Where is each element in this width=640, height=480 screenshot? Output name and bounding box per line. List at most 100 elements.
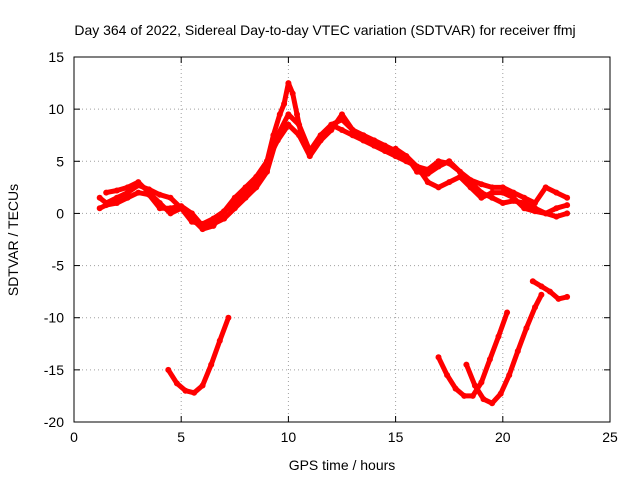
- data-point: [506, 372, 513, 379]
- data-point: [471, 382, 478, 389]
- data-point: [167, 194, 174, 201]
- data-point: [221, 208, 228, 215]
- data-point: [285, 121, 292, 128]
- data-point: [274, 137, 281, 144]
- data-point: [156, 191, 163, 198]
- data-point: [461, 392, 468, 399]
- y-tick-label: 0: [56, 205, 64, 221]
- data-point: [178, 205, 185, 212]
- chart-title: Day 364 of 2022, Sidereal Day-to-day VTE…: [74, 22, 575, 38]
- data-point: [165, 366, 172, 373]
- data-point: [173, 380, 180, 387]
- data-point: [532, 304, 538, 311]
- data-point: [489, 194, 496, 201]
- x-tick-label: 10: [281, 429, 297, 445]
- data-point: [231, 205, 238, 212]
- data-point: [510, 189, 517, 196]
- data-point: [538, 291, 545, 298]
- y-tick-label: -10: [44, 310, 64, 326]
- data-point: [452, 385, 459, 392]
- data-point: [146, 189, 152, 196]
- data-point: [499, 189, 506, 196]
- data-point: [296, 132, 303, 139]
- data-point: [285, 80, 292, 87]
- data-point: [435, 163, 442, 170]
- data-point: [504, 309, 511, 316]
- data-point: [210, 222, 217, 229]
- data-point: [486, 356, 493, 363]
- data-point: [480, 396, 487, 403]
- data-point: [456, 168, 463, 175]
- data-point: [339, 127, 345, 133]
- data-point: [253, 173, 260, 180]
- data-point: [499, 200, 506, 206]
- data-point: [294, 111, 300, 118]
- x-tick-label: 20: [495, 429, 511, 445]
- data-point: [444, 372, 451, 379]
- data-point: [538, 283, 545, 290]
- data-point: [371, 142, 378, 149]
- data-point: [435, 184, 442, 191]
- data-point: [499, 184, 506, 191]
- data-point: [281, 100, 288, 107]
- data-point: [124, 194, 131, 201]
- data-point: [317, 137, 324, 144]
- data-point: [424, 179, 431, 186]
- data-point: [435, 354, 442, 361]
- data-point: [135, 189, 142, 196]
- data-point: [478, 181, 485, 188]
- data-point: [264, 168, 270, 175]
- data-point: [381, 147, 388, 154]
- y-tick-label: -20: [44, 414, 64, 430]
- data-point: [542, 210, 549, 217]
- y-tick-label: 15: [48, 49, 64, 65]
- data-point: [564, 210, 571, 217]
- data-point: [495, 333, 502, 340]
- data-point: [414, 168, 420, 175]
- data-point: [392, 153, 399, 160]
- data-point: [514, 348, 521, 355]
- data-point: [360, 137, 367, 144]
- data-point: [124, 184, 131, 191]
- data-point: [497, 390, 504, 397]
- data-point: [371, 137, 378, 144]
- data-point: [381, 142, 388, 149]
- data-point: [135, 179, 142, 186]
- data-point: [564, 293, 571, 300]
- data-point: [467, 177, 474, 184]
- ticks: [73, 56, 611, 423]
- data-point: [242, 194, 249, 201]
- data-point: [478, 379, 485, 386]
- data-point: [253, 184, 260, 191]
- data-point: [188, 215, 195, 222]
- y-tick-label: -15: [44, 362, 64, 378]
- series-layer: [96, 80, 571, 407]
- data-point: [113, 200, 120, 206]
- data-point: [231, 194, 238, 201]
- tick-labels: 0 5 10 15 20 25 -20 -15 -10 -5 0 5 10 15: [44, 49, 618, 445]
- data-point: [489, 400, 496, 407]
- data-point: [489, 189, 496, 196]
- data-point: [523, 325, 530, 332]
- data-point: [167, 210, 174, 217]
- data-point: [328, 121, 335, 128]
- data-point: [564, 194, 571, 201]
- data-point: [489, 184, 496, 191]
- data-point: [521, 205, 528, 212]
- series-main-track-a: [97, 80, 570, 227]
- data-point: [553, 189, 560, 196]
- series-segment-low-right-b: [463, 292, 544, 406]
- y-tick-label: -5: [52, 258, 65, 274]
- data-point: [242, 184, 249, 191]
- data-point: [296, 121, 303, 128]
- data-point: [285, 111, 292, 118]
- data-point: [306, 153, 313, 160]
- x-tick-label: 15: [388, 429, 404, 445]
- data-point: [424, 170, 431, 177]
- data-point: [96, 194, 103, 201]
- data-point: [564, 202, 571, 209]
- data-point: [216, 337, 223, 344]
- data-point: [532, 200, 538, 206]
- data-point: [510, 194, 517, 201]
